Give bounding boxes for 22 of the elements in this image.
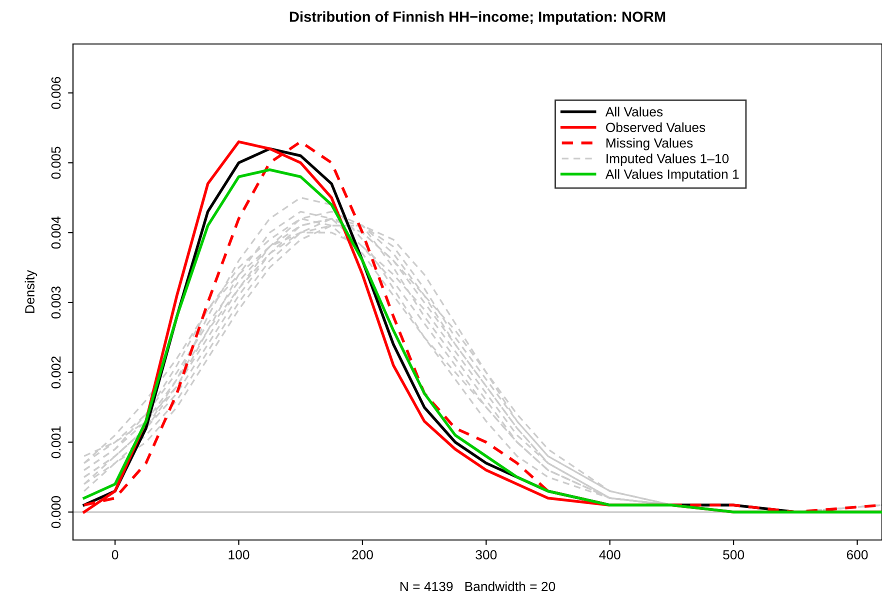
y-tick-label: 0.005 xyxy=(51,146,61,179)
x-tick-label: 400 xyxy=(599,550,620,560)
x-tick-label: 100 xyxy=(228,550,250,560)
legend-label: Observed Values xyxy=(606,122,706,132)
x-tick-label: 0 xyxy=(112,550,118,560)
x-tick-label: 300 xyxy=(476,550,497,560)
y-axis-title: Density xyxy=(24,270,38,313)
y-tick-label: 0.006 xyxy=(51,76,61,109)
x-tick-label: 200 xyxy=(352,550,373,560)
chart-title: Distribution of Finnish HH−income; Imputation: NORM xyxy=(290,11,666,25)
x-tick-label: 600 xyxy=(846,550,868,560)
y-tick-label: 0.002 xyxy=(51,356,61,388)
y-tick-label: 0.004 xyxy=(51,216,61,249)
y-tick-label: 0.003 xyxy=(51,286,61,318)
legend-label: All Values xyxy=(605,106,663,116)
legend-label: Imputed Values 1–10 xyxy=(606,154,729,166)
x-axis-title: N = 4139 Bandwidth = 20 xyxy=(400,581,556,592)
legend-label: Missing Values xyxy=(606,138,693,150)
y-tick-label: 0.001 xyxy=(51,426,61,458)
y-tick-label: 0.000 xyxy=(51,496,61,528)
x-tick-label: 500 xyxy=(723,550,744,560)
legend-label: All Values Imputation 1 xyxy=(605,169,739,182)
